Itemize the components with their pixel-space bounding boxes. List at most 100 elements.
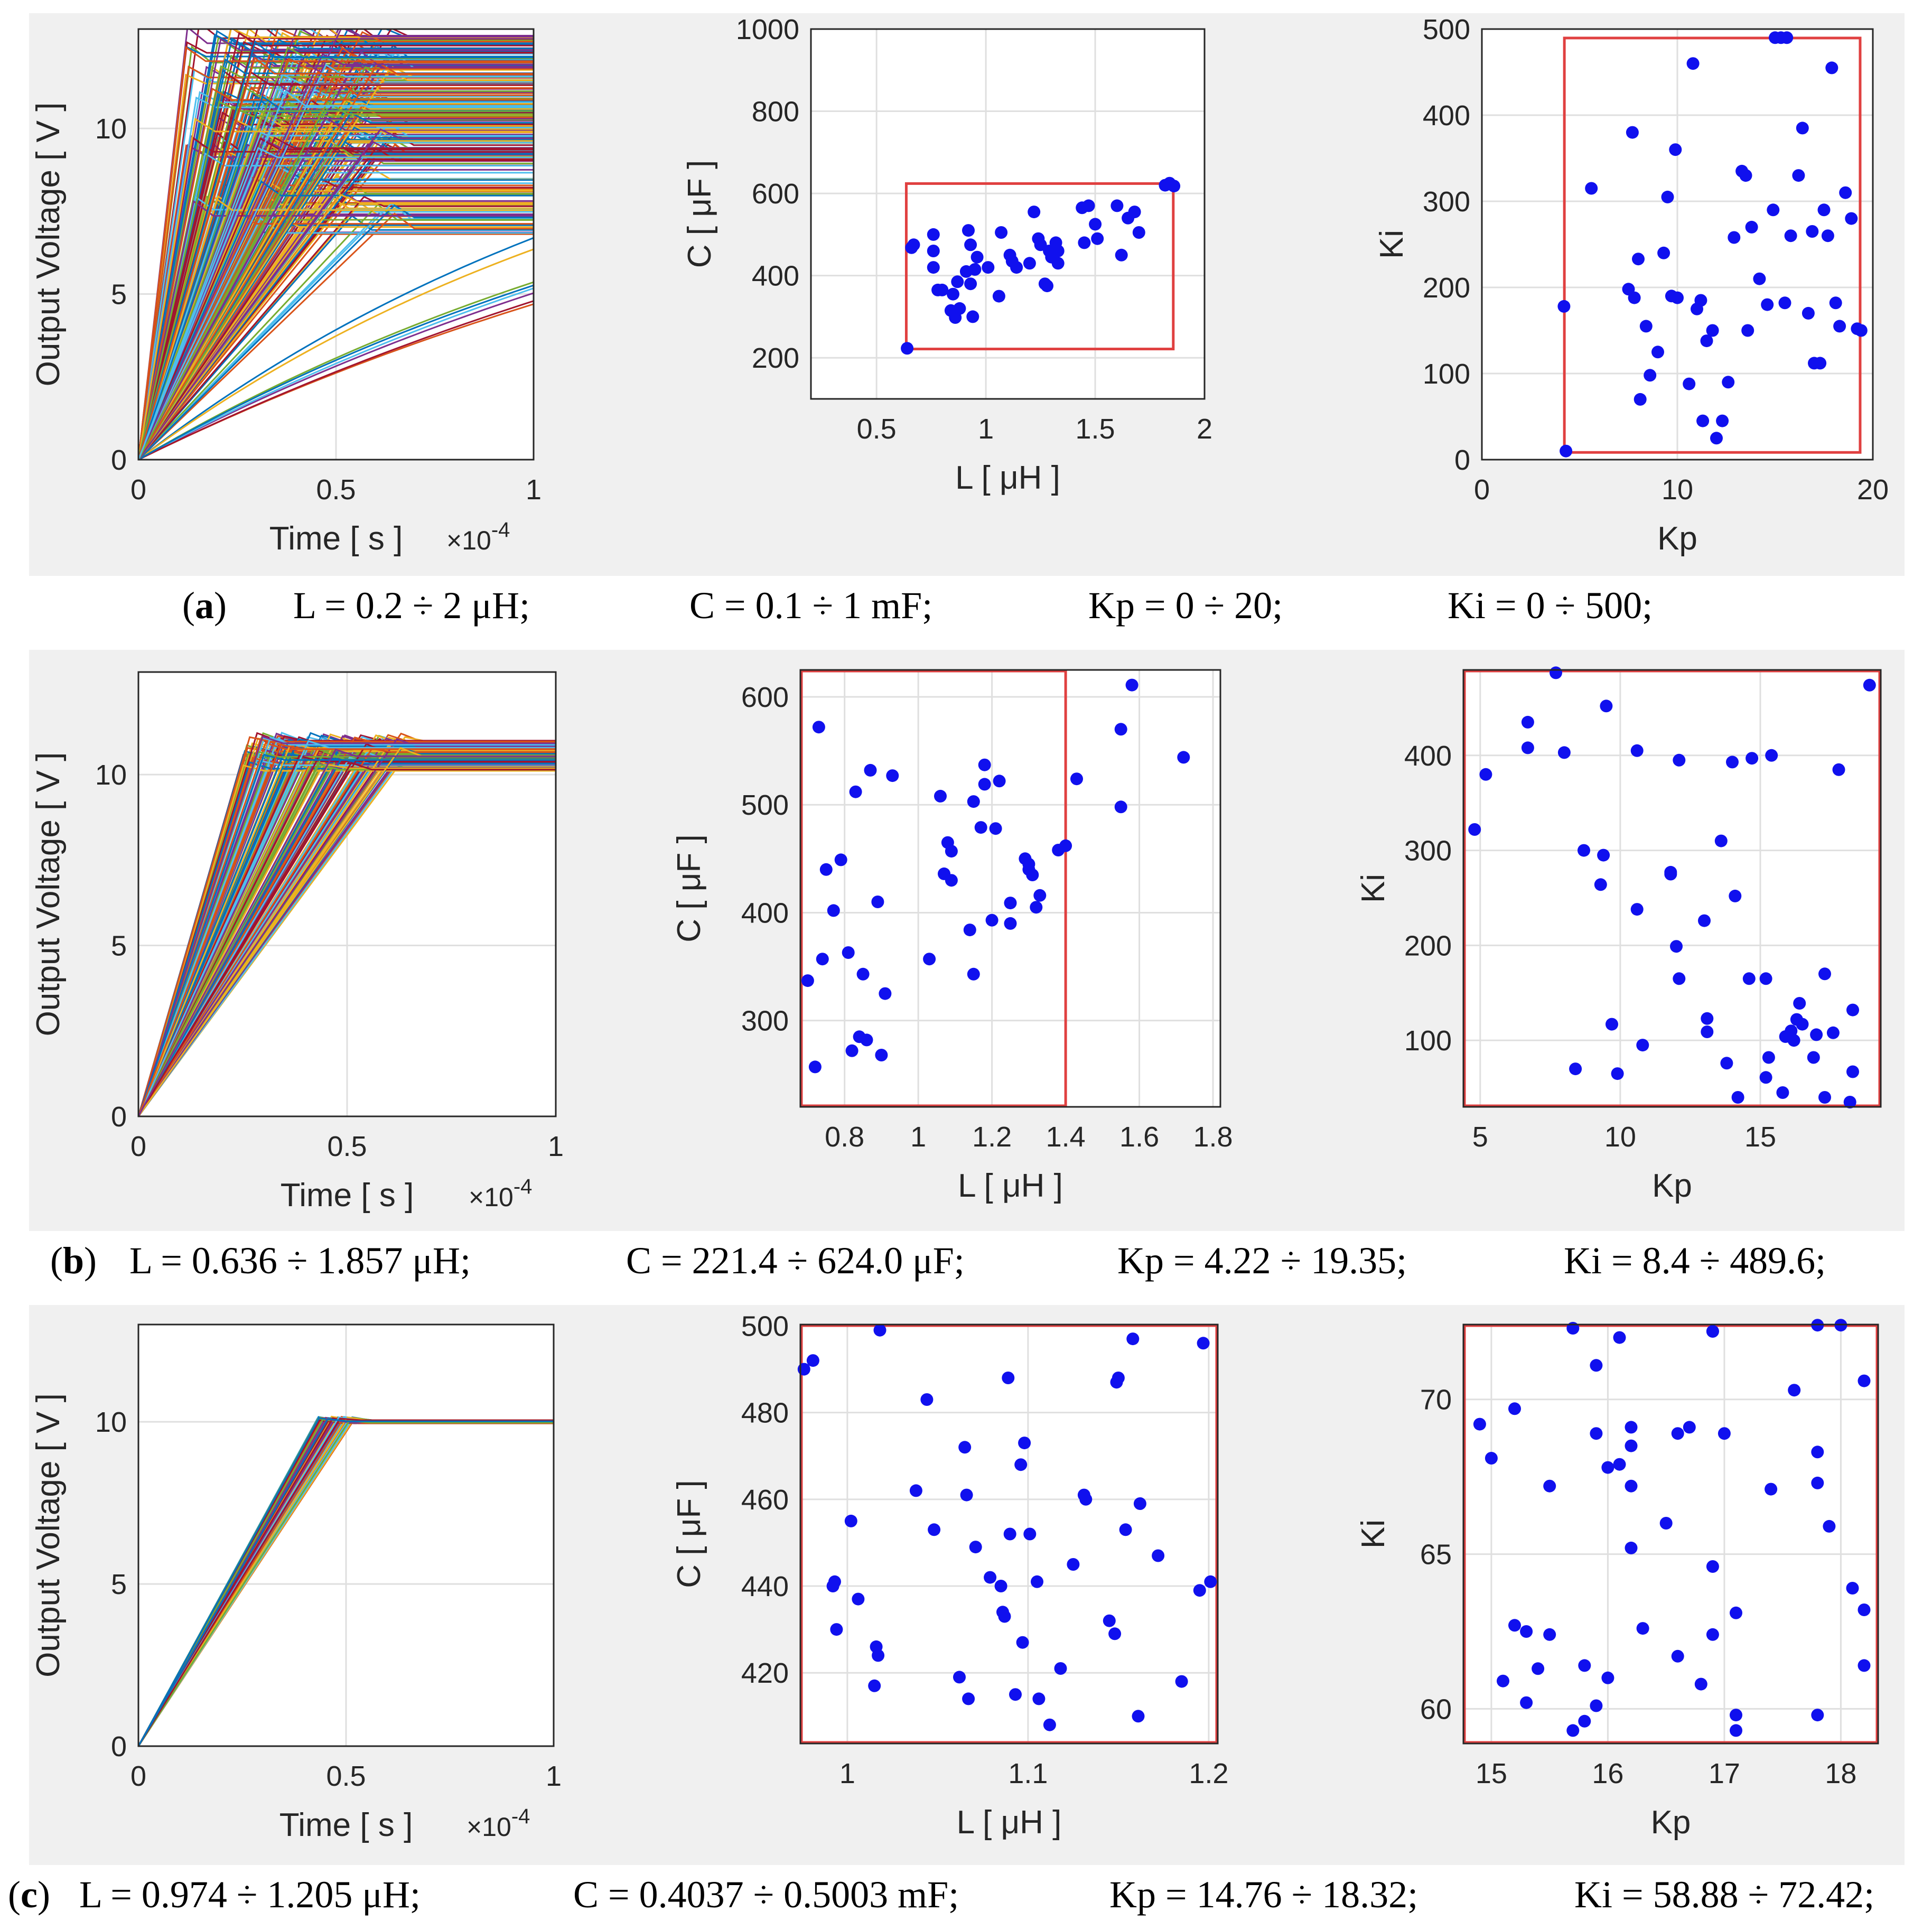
data-point bbox=[1728, 231, 1741, 244]
x-tick-label: 0 bbox=[130, 1131, 146, 1162]
data-point bbox=[1032, 1692, 1046, 1705]
x-tick-label: 10 bbox=[1604, 1121, 1636, 1153]
x-axis-label: Time [ s ] bbox=[281, 1177, 414, 1214]
data-point bbox=[1846, 1065, 1859, 1078]
data-point bbox=[1601, 1671, 1614, 1684]
data-point bbox=[1479, 768, 1492, 781]
y-tick-label: 400 bbox=[741, 897, 789, 929]
data-point bbox=[827, 904, 840, 917]
bounds-rectangle bbox=[1463, 1324, 1879, 1744]
data-point bbox=[967, 967, 980, 981]
data-point bbox=[1632, 253, 1645, 266]
data-point bbox=[1706, 1560, 1719, 1573]
y-tick-label: 400 bbox=[1423, 100, 1470, 132]
caption-C-range: C = 221.4 ÷ 624.0 μF; bbox=[626, 1239, 965, 1282]
x-axis-label: Kp bbox=[1651, 1804, 1691, 1841]
data-point bbox=[934, 789, 947, 803]
data-point bbox=[849, 785, 862, 798]
data-point bbox=[1132, 226, 1145, 239]
axes-frame bbox=[799, 669, 1221, 1108]
data-point bbox=[1661, 190, 1674, 203]
data-point bbox=[1829, 296, 1842, 310]
response-curve bbox=[138, 743, 556, 1116]
data-point bbox=[1197, 1337, 1210, 1350]
data-point bbox=[1720, 1057, 1733, 1070]
data-point bbox=[947, 287, 959, 301]
data-point bbox=[886, 769, 899, 782]
data-point bbox=[1731, 1091, 1744, 1104]
caption-Ki-range: Ki = 0 ÷ 500; bbox=[1448, 584, 1653, 627]
data-point bbox=[927, 245, 940, 257]
axes-frame bbox=[810, 28, 1206, 400]
data-point bbox=[1168, 180, 1181, 193]
data-point bbox=[1128, 206, 1141, 219]
data-point bbox=[1673, 753, 1686, 767]
y-tick-label: 500 bbox=[1423, 14, 1470, 45]
data-point bbox=[1606, 1018, 1618, 1031]
caption-C-range: C = 0.4037 ÷ 0.5003 mF; bbox=[573, 1873, 959, 1916]
data-point bbox=[960, 1488, 973, 1502]
y-tick-label: 200 bbox=[1404, 930, 1452, 962]
data-point bbox=[1767, 203, 1780, 217]
data-point bbox=[1811, 1476, 1824, 1489]
data-point bbox=[1701, 1025, 1714, 1038]
y-tick-label: 10 bbox=[95, 759, 127, 791]
response-curve bbox=[138, 754, 556, 1116]
data-point bbox=[1557, 300, 1571, 313]
data-point bbox=[1557, 746, 1571, 759]
response-curve bbox=[138, 758, 556, 1116]
data-point bbox=[1590, 1359, 1603, 1372]
caption-Kp-range: Kp = 4.22 ÷ 19.35; bbox=[1117, 1239, 1407, 1282]
data-point bbox=[1114, 800, 1127, 814]
data-point bbox=[1578, 844, 1590, 857]
data-point bbox=[873, 1323, 886, 1337]
data-point bbox=[998, 1610, 1011, 1623]
y-tick-label: 500 bbox=[741, 1310, 789, 1342]
chart-c2: 1 1.1 1.2 420 440 460 480 500 L [ μH ] C [ μF ] bbox=[671, 1310, 1228, 1841]
x-tick-label: 15 bbox=[1476, 1758, 1507, 1789]
x-axis-label: Kp bbox=[1657, 520, 1697, 557]
data-point bbox=[834, 853, 847, 866]
data-point bbox=[1863, 678, 1876, 692]
data-point bbox=[1706, 1628, 1719, 1641]
axes-frame bbox=[137, 28, 535, 461]
data-point bbox=[907, 238, 920, 251]
data-point bbox=[1700, 334, 1713, 348]
y-tick-label: 0 bbox=[111, 1101, 127, 1133]
caption-label: (c) bbox=[8, 1873, 50, 1916]
data-point bbox=[1759, 972, 1772, 985]
response-curve bbox=[138, 762, 556, 1116]
x-tick-label: 10 bbox=[1662, 474, 1693, 506]
data-point bbox=[1701, 1012, 1714, 1025]
data-point bbox=[945, 845, 958, 858]
data-point bbox=[1730, 1606, 1742, 1619]
x-tick-label: 1.8 bbox=[1193, 1121, 1233, 1153]
response-curve bbox=[138, 748, 556, 1116]
x-axis-label: L [ μH ] bbox=[955, 460, 1060, 496]
exponent-power: -4 bbox=[514, 1175, 533, 1198]
data-point bbox=[808, 1060, 822, 1074]
data-point bbox=[1811, 1709, 1824, 1722]
exponent-power: -4 bbox=[511, 1805, 530, 1828]
data-point bbox=[1698, 914, 1711, 927]
data-point bbox=[1821, 229, 1834, 243]
y-tick-label: 300 bbox=[741, 1005, 789, 1037]
response-curve bbox=[138, 63, 534, 460]
data-point bbox=[1811, 1446, 1824, 1459]
data-point bbox=[1152, 1549, 1165, 1562]
data-point bbox=[901, 342, 914, 355]
response-curve bbox=[138, 195, 534, 460]
data-point bbox=[1051, 245, 1065, 257]
y-tick-label: 420 bbox=[741, 1657, 789, 1689]
data-point bbox=[1543, 1628, 1556, 1641]
x-tick-label: 1.5 bbox=[1076, 413, 1115, 445]
data-point bbox=[992, 290, 1005, 303]
chart-c3: 15 16 17 18 60 65 70 Kp Ki bbox=[1355, 1319, 1879, 1841]
x-tick-label: 1 bbox=[839, 1758, 855, 1789]
data-point bbox=[1714, 834, 1728, 847]
data-point bbox=[1625, 1479, 1638, 1493]
data-point bbox=[936, 283, 949, 296]
y-tick-label: 500 bbox=[741, 789, 789, 821]
caption-label: (b) bbox=[50, 1239, 97, 1282]
